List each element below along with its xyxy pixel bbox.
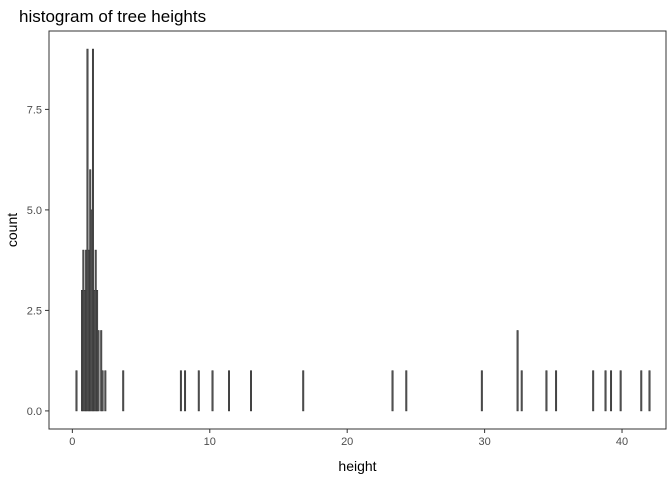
histogram-bar-5 xyxy=(86,48,89,412)
y-tick-label-3: 7.5 xyxy=(27,104,42,116)
plot-panel xyxy=(48,30,667,430)
histogram-bar-15 xyxy=(101,370,104,412)
chart-title: histogram of tree heights xyxy=(19,7,206,26)
histogram-bar-24 xyxy=(302,370,305,412)
x-axis-title: height xyxy=(338,458,376,474)
histogram-bar-22 xyxy=(228,370,231,412)
histogram-bar-9 xyxy=(91,48,94,412)
histogram-bar-20 xyxy=(197,370,200,412)
histogram-bar-23 xyxy=(250,370,252,412)
x-tick-label-2: 20 xyxy=(341,436,353,448)
histogram-bar-33 xyxy=(604,370,607,412)
histogram-bar-21 xyxy=(211,370,214,412)
histogram-bar-26 xyxy=(405,370,408,412)
histogram-bar-29 xyxy=(520,370,523,412)
histogram-bar-28 xyxy=(516,330,519,412)
histogram-bar-18 xyxy=(179,370,182,412)
y-tick-label-0: 0.0 xyxy=(27,406,42,418)
y-tick-label-1: 2.5 xyxy=(27,305,42,317)
histogram-bar-13 xyxy=(97,330,100,412)
y-axis: 0.0 2.5 5.0 7.5 xyxy=(27,104,49,418)
y-axis-title: count xyxy=(4,213,20,247)
histogram-bar-16 xyxy=(104,370,107,412)
x-tick-label-4: 40 xyxy=(616,436,628,448)
histogram-bar-0 xyxy=(75,370,78,412)
x-tick-label-1: 10 xyxy=(204,436,216,448)
x-axis: 0 10 20 30 40 xyxy=(69,429,628,448)
histogram-bar-34 xyxy=(610,370,613,412)
histogram-bar-37 xyxy=(648,370,651,412)
y-tick-label-2: 5.0 xyxy=(27,205,42,217)
histogram-bar-17 xyxy=(122,370,125,412)
histogram-bar-30 xyxy=(545,370,548,412)
histogram-bar-31 xyxy=(555,370,558,412)
histogram-bar-35 xyxy=(619,370,622,412)
x-tick-label-0: 0 xyxy=(69,436,75,448)
histogram-bar-36 xyxy=(640,370,643,412)
histogram-bar-19 xyxy=(184,370,187,412)
histogram-bar-32 xyxy=(592,370,595,412)
x-tick-label-3: 30 xyxy=(478,436,490,448)
histogram-bar-25 xyxy=(391,370,394,412)
histogram-bar-27 xyxy=(480,370,483,412)
bars-group xyxy=(75,48,651,412)
